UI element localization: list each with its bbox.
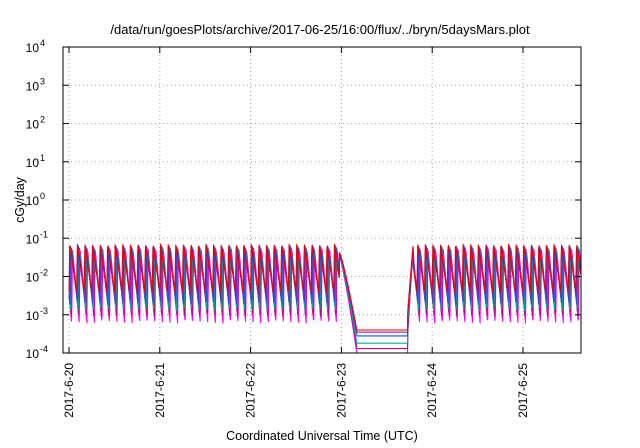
y-tick-label: 10 (26, 41, 40, 55)
y-tick-label: 10 (26, 194, 40, 208)
chart-title: /data/run/goesPlots/archive/2017-06-25/1… (110, 22, 530, 37)
series-line (68, 243, 582, 331)
x-axis: 2017-6-20 2017-6-21 2017-6-22 2017-6-23 2017… (62, 47, 530, 418)
y-tick-label: 10 (26, 79, 40, 93)
y-tick-exponent: 1 (40, 153, 45, 163)
y-tick-exponent: 0 (40, 191, 45, 201)
y-tick-exponent: -2 (40, 268, 48, 278)
y-tick-exponent: -3 (40, 306, 48, 316)
y-tick-exponent: -1 (40, 229, 48, 239)
y-tick-label: 10 (26, 156, 40, 170)
x-axis-label: Coordinated Universal Time (UTC) (226, 429, 418, 443)
x-tick-label: 2017-6-20 (62, 363, 76, 418)
x-tick-label: 2017-6-24 (425, 363, 439, 418)
x-tick-label: 2017-6-25 (516, 363, 530, 418)
y-tick-exponent: 3 (40, 76, 45, 86)
y-tick-label: 10 (26, 232, 40, 246)
y-tick-exponent: 4 (40, 38, 45, 48)
y-tick-label: 10 (26, 347, 40, 361)
y-tick-label: 10 (26, 309, 40, 323)
y-tick-exponent: 2 (40, 115, 45, 125)
x-tick-label: 2017-6-21 (153, 363, 167, 418)
y-tick-exponent: -4 (40, 344, 48, 354)
y-tick-label: 10 (26, 118, 40, 132)
series-group (68, 243, 582, 354)
y-axis-label: cGy/day (13, 176, 27, 223)
y-tick-label: 10 (26, 271, 40, 285)
x-tick-label: 2017-6-22 (244, 363, 258, 418)
x-tick-label: 2017-6-23 (334, 363, 348, 418)
